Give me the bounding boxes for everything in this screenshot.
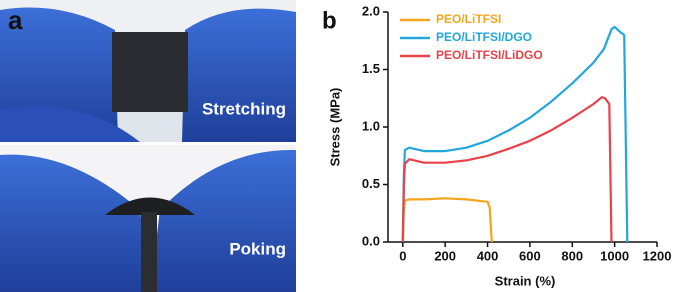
panel-label: a <box>8 5 23 35</box>
x-tick-label: 0 <box>399 248 406 263</box>
x-axis-label: Strain (%) <box>495 273 556 288</box>
x-tick-label: 200 <box>434 248 456 263</box>
legend-label: PEO/LiTFSI/LiDGO <box>436 48 543 62</box>
y-tick-label: 1.5 <box>362 61 380 76</box>
x-tick-label: 1200 <box>643 248 672 263</box>
photo-poking <box>0 145 296 292</box>
series-line <box>401 197 493 243</box>
photo-stretching <box>0 0 296 143</box>
y-axis-label: Stress (MPa) <box>327 88 342 167</box>
legend-label: PEO/LiTFSI <box>436 12 501 26</box>
x-tick-label: 400 <box>477 248 499 263</box>
x-tick-label: 800 <box>561 248 583 263</box>
photo-caption: Stretching <box>202 99 286 118</box>
series-line <box>401 25 629 243</box>
y-tick-label: 0.0 <box>362 233 380 248</box>
y-tick-label: 2.0 <box>362 3 380 18</box>
y-tick-label: 0.5 <box>362 176 380 191</box>
series-line <box>401 96 613 243</box>
legend-label: PEO/LiTFSI/DGO <box>436 30 532 44</box>
panel-label: b <box>322 7 337 34</box>
x-tick-label: 600 <box>519 248 541 263</box>
x-tick-label: 1000 <box>600 248 629 263</box>
y-tick-label: 1.0 <box>362 118 380 133</box>
photo-caption: Poking <box>229 239 286 258</box>
